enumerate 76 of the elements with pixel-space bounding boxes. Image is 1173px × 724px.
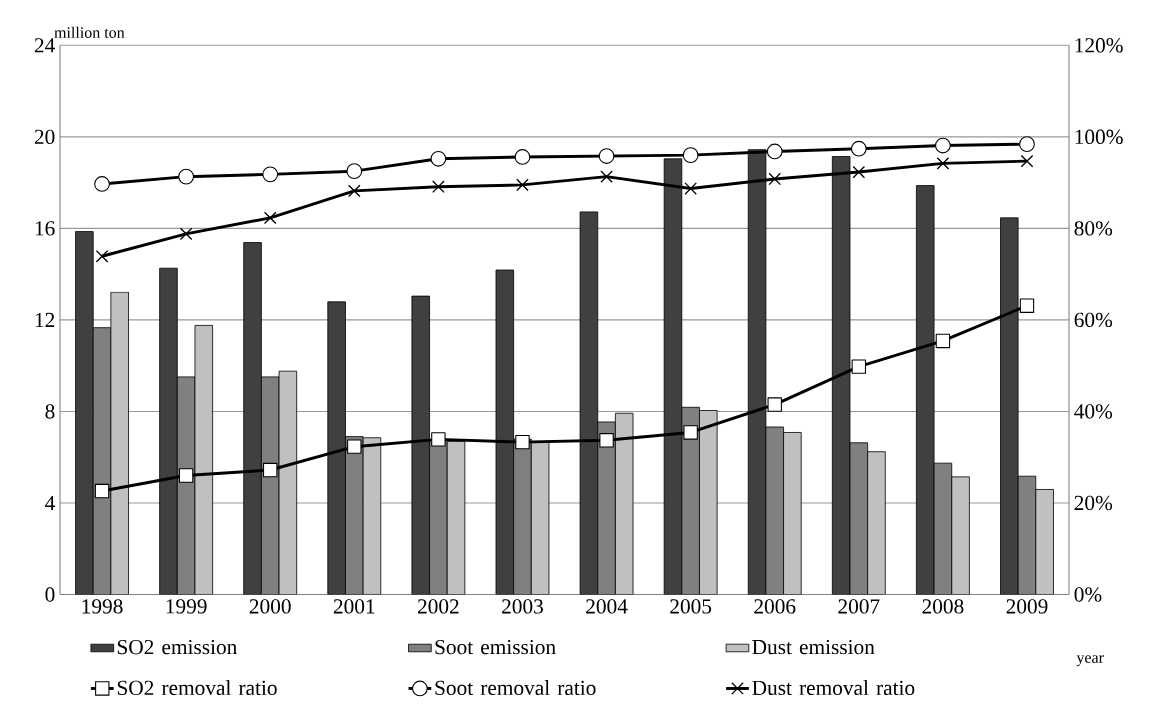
x-tick-label: 2001 [333,599,375,614]
x-tick-label: 2004 [586,599,628,614]
point [347,439,362,454]
y-tick-label: 8 [45,404,55,419]
point [515,435,530,450]
y2-tick-label: 100% [1075,129,1123,145]
x-tick-label: 1998 [82,599,123,614]
y-tick-label: 16 [35,221,55,236]
bar [243,242,262,595]
y2-tick-label: 40% [1074,404,1113,419]
point [178,468,194,483]
x-tick-label: 2003 [502,599,543,614]
point [851,359,867,374]
y2-tick-label: 120% [1075,38,1123,53]
y-tick-label: 12 [35,312,55,328]
point [514,149,531,165]
point [682,147,699,164]
x-tick-label: 2002 [418,599,459,614]
point [263,462,278,478]
legend-label: Dust emission [752,640,875,655]
point [852,165,866,179]
x-tick-label: 2006 [754,599,796,614]
point [850,140,867,157]
x-tick-label: 2007 [838,599,880,614]
point [262,166,279,183]
point [178,168,194,185]
legend-label: SO2 emission [117,640,238,655]
point [767,397,782,412]
point [263,211,277,225]
bar [159,267,178,595]
legend-label: Dust removal ratio [752,680,915,696]
point [346,163,363,180]
point [1019,136,1035,153]
point [347,184,361,198]
point [599,433,614,448]
x-tick-label: 2009 [1006,599,1048,614]
point [430,151,447,167]
point [766,143,783,160]
point [1020,154,1034,168]
point [768,172,782,186]
point [935,137,951,154]
y-axis-title: million ton [54,26,125,39]
y-tick-label: 24 [34,38,55,53]
bar [579,211,599,595]
y2-tick-label: 20% [1074,495,1113,511]
point [683,425,698,440]
y2-tick-label: 60% [1074,312,1113,328]
point [600,170,613,184]
point [516,178,529,192]
point [684,182,697,195]
bar [327,301,346,595]
bar [916,185,935,595]
point [935,333,951,349]
point [94,176,110,192]
legend-label: Soot removal ratio [435,680,596,696]
point [94,483,110,499]
point [936,157,950,170]
x-tick-label: 2008 [922,599,964,614]
x-tick-label: 1999 [166,599,207,614]
y-tick-label: 20 [34,129,55,145]
y2-tick-label: 0% [1074,587,1102,602]
point [431,432,446,447]
point [432,180,445,194]
point [598,148,615,165]
x-tick-label: 2000 [249,599,291,614]
y-tick-label: 0 [45,587,55,602]
x-axis-title: year [1076,655,1104,667]
y2-tick-label: 80% [1074,221,1113,236]
point [179,227,193,241]
legend-label: Soot emission [435,640,556,655]
bar [75,231,94,595]
legend-label: SO2 removal ratio [117,680,277,696]
x-tick-label: 2005 [670,599,712,614]
y-tick-label: 4 [45,496,55,511]
point [95,250,109,263]
bar [1000,217,1019,595]
